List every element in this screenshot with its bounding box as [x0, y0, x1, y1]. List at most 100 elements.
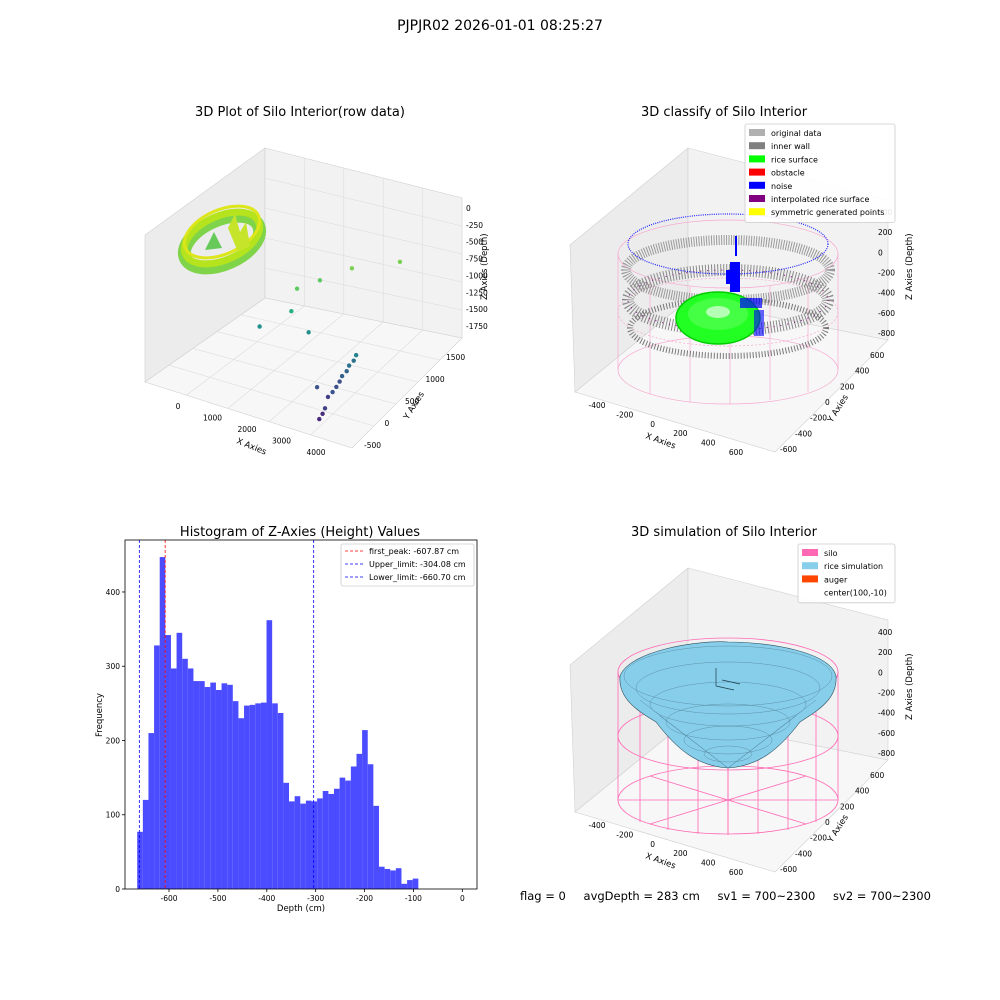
- panel3-x-tick: 0: [460, 894, 465, 903]
- auger-mark: [715, 668, 741, 691]
- histogram-bar: [210, 682, 216, 889]
- panel4-x-tick: 600: [729, 868, 744, 877]
- panel4-y-tick: 200: [840, 802, 855, 811]
- panel3-y-tick: 200: [106, 736, 121, 745]
- histogram-bar: [204, 687, 211, 889]
- panel1-y-tick: 500: [405, 397, 420, 406]
- panel3-histogram: -600 -500 -400 -300 -200 -100 0 0100200300400 …: [95, 539, 478, 914]
- histogram-bar: [378, 866, 385, 889]
- panel4-x-tick: 0: [650, 840, 655, 849]
- panel2-x-tick: 200: [673, 429, 688, 438]
- panel4-z-tick: -800: [878, 749, 895, 758]
- histogram-bar: [199, 681, 205, 889]
- panel2-title: 3D classify of Silo Interior: [641, 105, 808, 120]
- histogram-bar: [165, 635, 171, 889]
- histogram-bar: [232, 701, 239, 889]
- rice-surface-points: [675, 291, 761, 345]
- histogram-bar: [289, 801, 295, 889]
- panel2-y-tick: 600: [870, 351, 885, 360]
- raw-data-point: [397, 259, 403, 265]
- panel3-x-tick: -200: [356, 894, 373, 903]
- panel3-y-tick: 100: [106, 811, 121, 820]
- panel2-z-tick: -600: [878, 309, 895, 318]
- panel4-z-tick: -400: [878, 709, 895, 718]
- histogram-bar: [182, 658, 188, 889]
- panel1-x-tick: 0: [176, 402, 181, 411]
- histogram-bar: [176, 632, 183, 889]
- panel1-z-tick: -500: [466, 238, 483, 247]
- panel2-y-tick: -200: [810, 414, 827, 423]
- panel2-zlabel: Z Axies (Depth): [905, 233, 915, 300]
- panel2-legend-swatch: [749, 155, 765, 163]
- panel2-y-tick: -400: [795, 429, 812, 438]
- raw-data-point: [289, 309, 294, 314]
- rice-simulation-mesh: [623, 645, 833, 769]
- panel2-legend: original data inner wall rice surface obsta…: [744, 123, 896, 223]
- panel2-legend-swatch: [749, 181, 765, 189]
- raw-data-point: [322, 406, 328, 411]
- histogram-bar: [334, 788, 340, 889]
- sv1-value: sv1 = 700~2300: [717, 889, 816, 903]
- raw-data-point: [306, 330, 311, 335]
- raw-data-point: [294, 286, 300, 291]
- panel2-legend-label: noise: [771, 182, 792, 191]
- raw-data-point: [339, 373, 345, 379]
- histogram-bar: [221, 683, 228, 889]
- panel2-y-tick: 0: [825, 398, 830, 407]
- histogram-bar: [395, 868, 402, 889]
- histogram-bar: [266, 620, 273, 889]
- panel2-legend-label: inner wall: [771, 142, 810, 151]
- panel3-x-tick: -100: [405, 894, 422, 903]
- histogram-bar: [255, 703, 261, 889]
- raw-data-point: [257, 324, 262, 329]
- panel1-z-tick: -750: [466, 255, 483, 264]
- panel2-legend-swatch: [749, 129, 765, 136]
- panel2-z-tick: -200: [878, 269, 895, 278]
- panel4-z-tick: 200: [878, 648, 893, 657]
- panel4-legend: silo rice simulation auger center(100,-10): [797, 543, 896, 604]
- histogram-bar: [373, 805, 379, 889]
- panel2-legend-label: interpolated rice surface: [771, 195, 869, 204]
- panel4-legend-label: silo: [824, 549, 838, 558]
- panel4-z-tick: -600: [878, 729, 895, 738]
- histogram-bar: [412, 878, 419, 889]
- panel1-title: 3D Plot of Silo Interior(row data): [195, 105, 405, 120]
- histogram-bar: [328, 793, 334, 889]
- raw-data-point: [353, 352, 359, 358]
- histogram-bar: [187, 668, 194, 889]
- panel4-y-tick: 600: [870, 771, 885, 780]
- histogram-bar: [362, 730, 368, 889]
- panel4-y-tick: -600: [780, 865, 797, 874]
- panel4-x-tick: 400: [701, 859, 716, 868]
- raw-data-point: [351, 358, 356, 363]
- histogram-bar: [238, 718, 245, 889]
- histogram-bar: [384, 868, 391, 889]
- raw-data-point: [330, 389, 335, 395]
- raw-data-point: [320, 411, 325, 417]
- histogram-bar: [170, 668, 177, 889]
- panel3-legend-label: first_peak: -607.87 cm: [369, 547, 459, 556]
- panel2-x-tick: 600: [729, 448, 744, 457]
- panel2-x-tick: -400: [588, 401, 605, 410]
- histogram-bar: [322, 790, 329, 889]
- panel3-legend-label: Upper_limit: -304.08 cm: [369, 560, 466, 569]
- panel1-y-tick: -500: [364, 441, 381, 450]
- histogram-bar: [350, 766, 357, 889]
- panel1-3d-axes: 0 1000 2000 3000 4000 -500 0 500 1000 1500 0 -250…: [144, 147, 490, 458]
- panel1-z-tick: -250: [466, 221, 483, 230]
- panel4-y-tick: -200: [810, 834, 827, 843]
- panel2-legend-label: obstacle: [771, 169, 805, 178]
- flag-value: flag = 0: [520, 889, 566, 903]
- panel2-legend-label: original data: [771, 129, 822, 138]
- raw-data-point: [317, 416, 322, 422]
- histogram-bar: [300, 803, 306, 889]
- panel4-y-tick: 400: [855, 787, 870, 796]
- raw-data-point: [317, 278, 323, 283]
- panel2-z-tick: 0: [878, 248, 883, 257]
- panel4-legend-label: auger: [824, 575, 848, 584]
- histogram-bar: [148, 733, 155, 889]
- noise-points: [726, 236, 764, 336]
- figure-title: PJPJR02 2026-01-01 08:25:27: [397, 18, 603, 34]
